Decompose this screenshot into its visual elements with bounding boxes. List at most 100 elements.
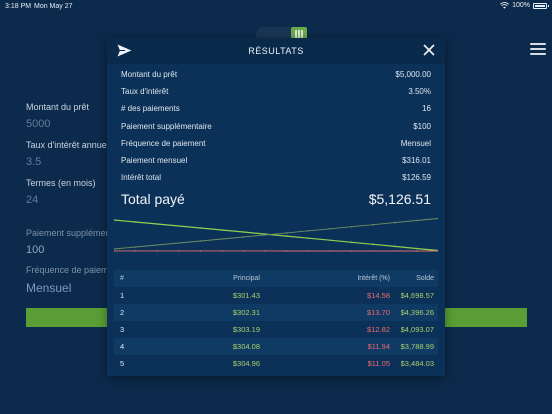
chart-series-1-point — [415, 247, 418, 250]
col-interest-header: Intérêt (%) — [357, 275, 390, 282]
chart-series-1-point — [199, 227, 202, 229]
chart-series-2-point — [286, 232, 288, 234]
cell-principal: $304.08 — [232, 342, 260, 351]
chart-series-1-point — [134, 221, 137, 223]
chart-series-3-point — [134, 250, 137, 252]
cell-number: 3 — [120, 325, 125, 334]
cell-balance: $4,093.07 — [400, 325, 434, 334]
cell-balance: $3,484.03 — [400, 359, 434, 368]
cell-interest: $12.82 — [367, 325, 390, 334]
interest-rate-field[interactable]: Taux d'intérêt annuel 3.5 — [26, 140, 109, 168]
summary-label: Paiement supplémentaire — [121, 121, 212, 131]
chart-series-1-line — [114, 219, 438, 252]
table-row: 2 $302.31 $13.70 $4,396.26 — [114, 304, 438, 321]
term-months-label: Termes (en mois) — [26, 178, 96, 188]
extra-payment-label: Paiement supplémentaire — [26, 228, 129, 238]
battery-icon — [533, 2, 549, 9]
summary-label: Fréquence de paiement — [121, 138, 206, 148]
summary-row: # des paiements 16 — [121, 100, 431, 117]
chart-series-1-point — [242, 231, 245, 233]
term-months-field[interactable]: Termes (en mois) 24 — [26, 178, 96, 206]
table-header: # Principal Intérêt (%) Solde — [114, 270, 438, 287]
chart-series-3-point — [372, 250, 375, 252]
chart-series-3-point — [286, 250, 288, 252]
calculator-icon — [291, 27, 307, 41]
summary-value: $126.59 — [402, 173, 431, 183]
status-date: Mon May 27 — [34, 3, 73, 10]
summary-label: Taux d'intérêt — [121, 87, 169, 97]
cell-principal: $302.31 — [232, 308, 260, 317]
term-months-value: 24 — [26, 194, 39, 206]
payment-frequency-field[interactable]: Fréquence de paiement Mensuel — [26, 265, 121, 295]
chart-series-2-point — [156, 244, 158, 246]
amortization-chart — [114, 217, 438, 252]
extra-payment-value: 100 — [26, 244, 45, 256]
chart-series-3-point — [242, 250, 245, 252]
chart-series-3-point — [221, 250, 223, 252]
chart-series-1-point — [350, 241, 353, 244]
hamburger-menu-icon[interactable] — [530, 43, 546, 55]
close-icon[interactable] — [423, 44, 435, 56]
chart-series-3-point — [156, 250, 158, 252]
total-paid-row: Total payé $5,126.51 — [121, 188, 431, 210]
summary-value: 3.50% — [408, 87, 431, 97]
extra-payment-field[interactable]: Paiement supplémentaire 100 — [26, 228, 128, 256]
interest-rate-label: Taux d'intérêt annuel — [26, 140, 109, 150]
chart-series-1-point — [329, 239, 331, 241]
cell-balance: $3,788.99 — [400, 342, 434, 351]
chart-series-3-point — [114, 250, 115, 252]
send-icon[interactable] — [117, 44, 132, 57]
chart-series-1-point — [221, 229, 223, 231]
table-row: 4 $304.08 $11.94 $3,788.99 — [114, 338, 438, 355]
cell-principal: $303.19 — [232, 325, 260, 334]
chart-series-2-point — [178, 242, 180, 244]
cell-balance: $4,396.26 — [400, 308, 434, 317]
results-modal: RÉSULTATS Montant du prêt $5,000.00 Taux… — [107, 38, 445, 376]
table-row: 1 $301.43 $14.58 $4,698.57 — [114, 287, 438, 304]
chart-series-2-point — [114, 248, 115, 250]
chart-series-1-point — [394, 245, 396, 248]
summary-row: Paiement supplémentaire $100 — [121, 118, 431, 135]
loan-amount-field[interactable]: Montant du prêt 5000 — [26, 102, 89, 130]
summary-label: Intérêt total — [121, 173, 162, 183]
summary-row: Fréquence de paiement Mensuel — [121, 135, 431, 152]
cell-interest: $11.05 — [367, 359, 390, 368]
cell-interest: $11.94 — [367, 342, 390, 351]
chart-series-3-point — [199, 250, 202, 252]
app-title-pill — [256, 27, 300, 41]
loan-amount-value: 5000 — [26, 118, 51, 130]
schedule-table: # Principal Intérêt (%) Solde 1 $301.43 … — [114, 270, 438, 372]
summary-list: Montant du prêt $5,000.00 Taux d'intérêt… — [107, 64, 445, 210]
status-time: 3:18 PM — [5, 3, 32, 10]
chart-series-3-point — [394, 250, 396, 252]
modal-header: RÉSULTATS — [107, 38, 445, 64]
cell-number: 2 — [120, 308, 125, 317]
total-paid-value: $5,126.51 — [368, 191, 431, 208]
chart-series-3-point — [350, 250, 353, 252]
chart-series-2-point — [372, 223, 375, 226]
chart-series-3-point — [437, 250, 438, 252]
chart-series-2-point — [437, 217, 438, 220]
cell-interest: $14.58 — [367, 291, 390, 300]
status-right: 100% — [500, 2, 549, 9]
payment-frequency-value: Mensuel — [26, 281, 72, 295]
wifi-icon — [500, 2, 510, 9]
cell-number: 1 — [120, 291, 125, 300]
chart-series-2-point — [134, 246, 137, 248]
col-balance-header: Solde — [416, 275, 434, 282]
col-principal-header: Principal — [233, 275, 260, 282]
chart-series-3-point — [178, 250, 180, 252]
chart-series-2-point — [307, 230, 310, 232]
chart-series-2-point — [394, 221, 396, 224]
chart-series-1-point — [178, 225, 180, 227]
chart-series-3-point — [264, 250, 266, 252]
table-row: 5 $304.96 $11.05 $3,484.03 — [114, 355, 438, 372]
chart-series-2-point — [264, 234, 266, 236]
cell-principal: $301.43 — [232, 291, 260, 300]
battery-percent: 100% — [512, 2, 530, 9]
cell-interest: $13.70 — [367, 308, 390, 317]
cell-principal: $304.96 — [232, 359, 260, 368]
chart-series-3-point — [329, 250, 331, 252]
chart-series-2-point — [242, 236, 245, 238]
chart-series-1-point — [307, 237, 310, 239]
